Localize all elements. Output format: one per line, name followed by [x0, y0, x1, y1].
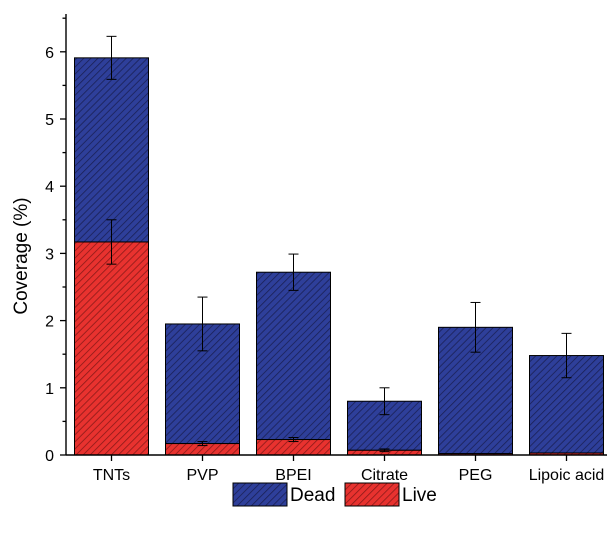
- y-tick-label-1: 1: [45, 381, 54, 398]
- plot-area: TNTs PVP BPEI Citrate PEG Lipoic acid 0 1 2 3 4 5 6: [45, 14, 607, 484]
- x-tick-label-0: TNTs: [93, 467, 130, 484]
- legend-swatch-live: [344, 482, 400, 507]
- y-tick-label-6: 6: [45, 45, 54, 62]
- x-tick-label-2: BPEI: [275, 467, 311, 484]
- y-tick-label-4: 4: [45, 179, 54, 196]
- y-tick-label-0: 0: [45, 448, 54, 465]
- y-tick-label-2: 2: [45, 314, 54, 331]
- bar-dead-2: [256, 271, 331, 441]
- bar-live-0: [74, 241, 149, 456]
- legend-swatch-dead: [232, 482, 288, 507]
- x-tick-label-3: Citrate: [361, 467, 408, 484]
- legend: Dead Live: [232, 482, 437, 507]
- y-tick-label-5: 5: [45, 112, 54, 129]
- legend-label-dead: Dead: [290, 485, 335, 506]
- x-tick-label-4: PEG: [459, 467, 493, 484]
- y-axis-title: Coverage (%): [11, 197, 32, 314]
- x-tick-label-1: PVP: [186, 467, 218, 484]
- x-tick-label-5: Lipoic acid: [529, 467, 605, 484]
- y-tick-label-3: 3: [45, 246, 54, 263]
- bar-dead-0: [74, 57, 149, 243]
- legend-label-live: Live: [402, 485, 437, 506]
